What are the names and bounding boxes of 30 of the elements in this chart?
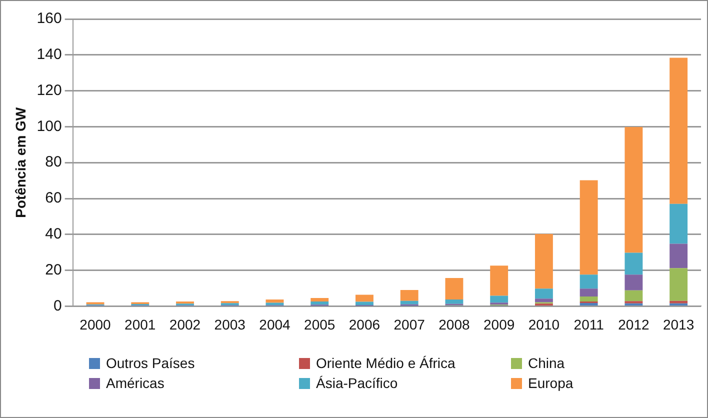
x-tick-label: 2006 (348, 316, 380, 332)
x-tick-label: 2010 (528, 316, 560, 332)
y-tick-label: 40 (45, 226, 62, 243)
y-tick-label: 140 (36, 46, 62, 64)
legend-label: Ásia-Pacífico (316, 375, 398, 391)
x-tick-label: 2002 (169, 316, 201, 332)
x-tick-label: 2011 (574, 316, 604, 332)
x-tick-label: 2007 (394, 316, 426, 332)
y-tick-label: 20 (45, 261, 62, 278)
x-tick-label: 2012 (618, 316, 650, 332)
legend-label: Américas (106, 375, 164, 391)
x-tick-label: 2000 (80, 316, 112, 332)
y-tick-label: 100 (36, 118, 62, 135)
x-tick-label: 2009 (484, 316, 515, 332)
y-tick-label: 120 (36, 82, 62, 99)
legend-label: Outros Países (106, 355, 195, 371)
legend-label: China (528, 355, 565, 371)
x-tick-label: 2008 (438, 316, 470, 332)
legend-label: Europa (528, 375, 574, 391)
x-tick-label: 2013 (662, 316, 694, 332)
x-tick-label: 2001 (124, 316, 156, 332)
x-tick-label: 2004 (259, 316, 291, 332)
y-tick-label: 160 (36, 10, 62, 28)
x-tick-label: 2003 (214, 316, 246, 332)
x-tick-label: 2005 (304, 316, 336, 332)
legend-label: Oriente Médio e África (316, 355, 456, 371)
y-tick-label: 0 (53, 297, 62, 314)
y-axis-title: Potência em GW (12, 106, 28, 218)
y-tick-label: 60 (45, 190, 62, 207)
y-tick-label: 80 (45, 154, 62, 171)
